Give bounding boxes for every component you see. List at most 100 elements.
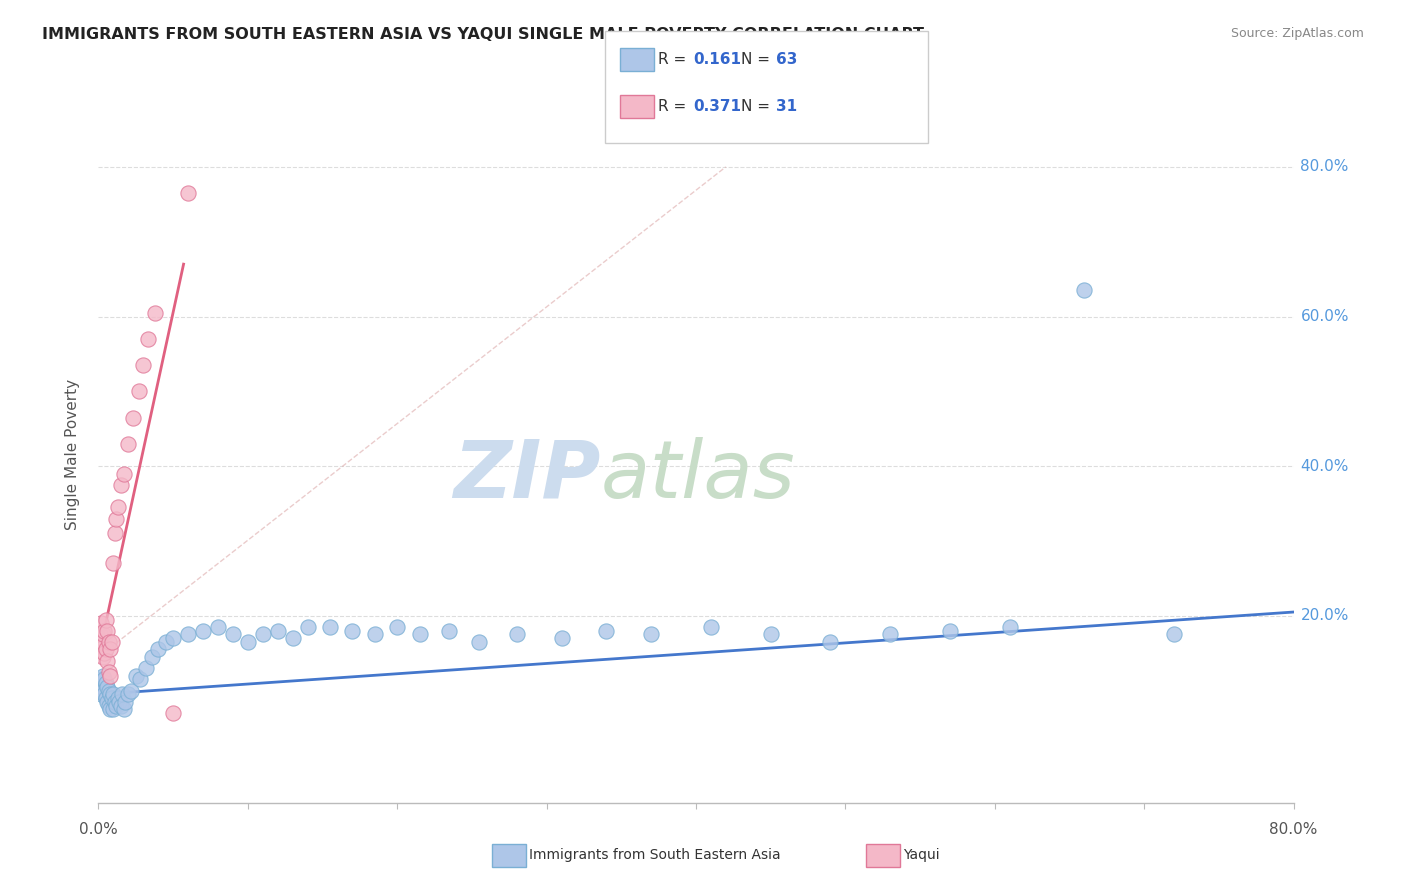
Point (143, 306, 166, 320)
Point (93, 624, 115, 638)
Point (94, 613, 117, 627)
Point (162, 631, 184, 645)
Point (97, 665, 120, 679)
Point (98, 687, 122, 701)
Text: 40.0%: 40.0% (1301, 458, 1348, 474)
Point (385, 620, 409, 634)
Point (96, 654, 118, 668)
Point (96, 624, 118, 638)
Point (136, 332, 159, 346)
Point (103, 702, 125, 716)
Text: 0.161: 0.161 (693, 53, 741, 67)
Point (879, 627, 901, 641)
Point (141, 649, 163, 664)
Point (364, 627, 387, 641)
Point (191, 624, 214, 638)
Point (120, 683, 142, 698)
Point (129, 673, 152, 687)
Point (121, 410, 143, 425)
Point (177, 186, 200, 200)
Point (103, 687, 125, 701)
Point (105, 511, 128, 525)
Point (94, 676, 117, 690)
Text: R =: R = (658, 99, 692, 113)
Point (90, 673, 112, 687)
Point (297, 620, 319, 634)
Point (135, 661, 157, 675)
Point (97, 698, 120, 713)
Point (104, 526, 127, 541)
Point (97, 683, 120, 698)
Text: 63: 63 (776, 53, 797, 67)
Point (550, 631, 572, 645)
Point (117, 436, 139, 450)
Point (319, 620, 342, 634)
Point (506, 627, 529, 641)
Text: R =: R = (658, 53, 692, 67)
Point (114, 695, 136, 709)
Point (91, 668, 114, 682)
Point (93, 687, 115, 701)
Text: N =: N = (741, 99, 775, 113)
Point (112, 467, 135, 481)
Text: Immigrants from South Eastern Asia: Immigrants from South Eastern Asia (529, 848, 780, 863)
Point (1163, 627, 1185, 641)
Point (595, 624, 617, 638)
Point (94, 691, 117, 706)
Point (112, 702, 135, 716)
Point (108, 695, 131, 709)
Text: IMMIGRANTS FROM SOUTH EASTERN ASIA VS YAQUI SINGLE MALE POVERTY CORRELATION CHAR: IMMIGRANTS FROM SOUTH EASTERN ASIA VS YA… (42, 27, 924, 42)
Text: 60.0%: 60.0% (1301, 309, 1348, 324)
Point (148, 642, 170, 657)
Point (96, 695, 118, 709)
Point (439, 624, 461, 638)
Point (267, 624, 290, 638)
Point (98, 702, 122, 716)
Point (408, 627, 430, 641)
Point (101, 635, 124, 649)
Text: 80.0%: 80.0% (1270, 822, 1317, 837)
Point (110, 698, 132, 713)
Point (107, 500, 129, 515)
Text: 0.0%: 0.0% (79, 822, 118, 837)
Point (128, 384, 150, 399)
Point (103, 557, 125, 571)
Point (1073, 283, 1095, 297)
Point (90, 639, 112, 653)
Point (177, 627, 200, 641)
Point (820, 635, 842, 649)
Point (96, 680, 118, 694)
Point (162, 706, 184, 720)
Point (101, 691, 124, 706)
Text: Source: ZipAtlas.com: Source: ZipAtlas.com (1230, 27, 1364, 40)
Point (90, 616, 112, 631)
Point (236, 635, 259, 649)
Point (107, 691, 129, 706)
Y-axis label: Single Male Poverty: Single Male Poverty (65, 379, 80, 531)
Text: 31: 31 (776, 99, 797, 113)
Text: atlas: atlas (600, 437, 796, 515)
Point (222, 627, 245, 641)
Point (91, 627, 114, 641)
Text: 80.0%: 80.0% (1301, 160, 1348, 175)
Point (90, 687, 112, 701)
Point (89, 642, 111, 657)
Text: 20.0%: 20.0% (1301, 608, 1348, 624)
Point (252, 627, 274, 641)
Point (93, 646, 115, 660)
Point (281, 631, 304, 645)
Point (91, 649, 114, 664)
Point (468, 635, 491, 649)
Point (98, 668, 122, 682)
Point (125, 668, 148, 682)
Point (155, 635, 177, 649)
Point (132, 358, 155, 372)
Point (111, 687, 134, 701)
Point (117, 687, 139, 701)
Point (342, 624, 364, 638)
Point (93, 673, 115, 687)
Text: N =: N = (741, 53, 775, 67)
Point (98, 642, 122, 657)
Point (89, 680, 111, 694)
Text: Yaqui: Yaqui (903, 848, 939, 863)
